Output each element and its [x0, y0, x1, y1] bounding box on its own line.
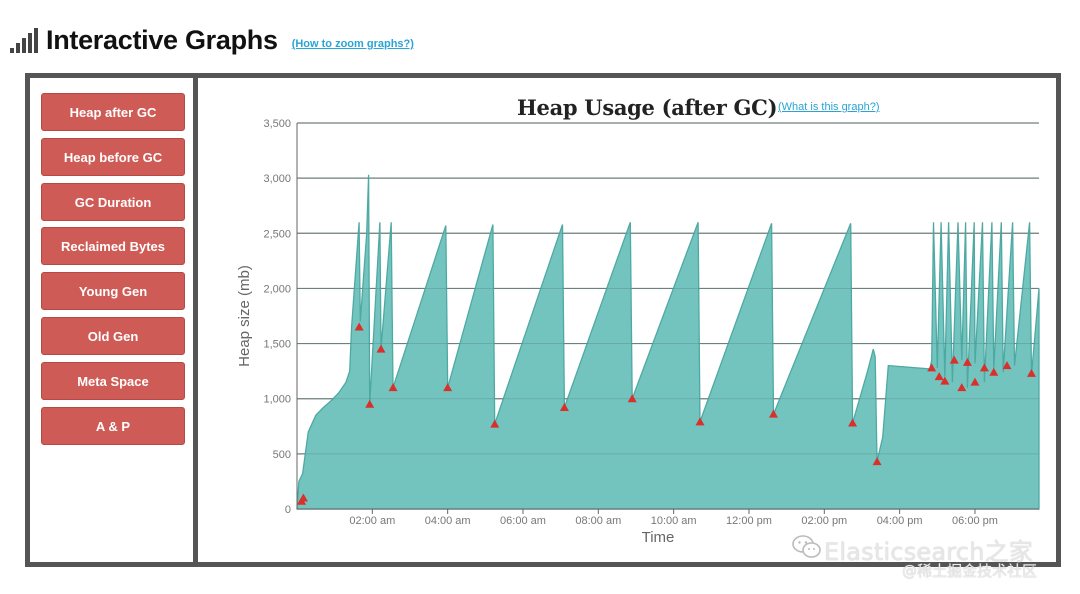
meta-space-button[interactable]: Meta Space: [41, 362, 185, 400]
how-to-zoom-link[interactable]: (How to zoom graphs?): [291, 38, 414, 50]
x-tick-label: 04:00 am: [425, 515, 471, 527]
gc-marker[interactable]: [376, 344, 386, 353]
gc-marker[interactable]: [365, 399, 375, 408]
what-is-this-graph-link[interactable]: (What is this graph?): [778, 101, 880, 113]
y-tick-label: 1,500: [263, 339, 291, 351]
chart-title: Heap Usage (after GC): [517, 95, 778, 120]
x-tick-label: 10:00 am: [651, 515, 697, 527]
gc-marker[interactable]: [695, 417, 705, 426]
gc-marker[interactable]: [559, 403, 569, 412]
gc-marker[interactable]: [962, 357, 972, 366]
gc-marker[interactable]: [979, 363, 989, 372]
y-tick-label: 3,000: [263, 173, 291, 185]
page-title: Interactive Graphs: [46, 24, 278, 55]
y-tick-label: 2,000: [263, 283, 291, 295]
gc-marker[interactable]: [949, 355, 959, 364]
wechat-icon: [792, 535, 821, 558]
y-tick-label: 0: [285, 504, 291, 516]
page-header: Interactive Graphs (How to zoom graphs?): [10, 22, 414, 58]
gc-marker[interactable]: [388, 383, 398, 392]
gc-marker[interactable]: [989, 367, 999, 376]
heap-after-gc-button[interactable]: Heap after GC: [41, 93, 185, 131]
gc-marker[interactable]: [934, 372, 944, 381]
gc-marker[interactable]: [354, 322, 364, 331]
y-tick-label: 3,500: [263, 118, 291, 130]
chart-svg[interactable]: 0 500 1,000 1,500 2,000 2,500 3,000 3,500 02:00 …: [207, 89, 1043, 557]
x-tick-label: 02:00 am: [349, 515, 395, 527]
gc-marker[interactable]: [872, 457, 882, 466]
gc-marker[interactable]: [490, 419, 500, 428]
x-tick-label: 06:00 pm: [952, 515, 998, 527]
a-and-p-button[interactable]: A & P: [41, 407, 185, 445]
gc-duration-button[interactable]: GC Duration: [41, 183, 185, 221]
young-gen-button[interactable]: Young Gen: [41, 272, 185, 310]
gc-marker[interactable]: [298, 493, 308, 502]
watermark-subtitle: @稀土掘金技术社区: [902, 562, 1038, 580]
heap-before-gc-button[interactable]: Heap before GC: [41, 138, 185, 176]
gc-marker[interactable]: [927, 363, 937, 372]
x-tick-label: 02:00 pm: [801, 515, 847, 527]
gc-marker[interactable]: [848, 418, 858, 427]
x-axis-label: Time: [642, 529, 675, 546]
heap-usage-chart[interactable]: Heap Usage (after GC) (What is this grap…: [207, 89, 1043, 557]
reclaimed-bytes-button[interactable]: Reclaimed Bytes: [41, 227, 185, 265]
signal-bars-icon: [10, 27, 40, 53]
old-gen-button[interactable]: Old Gen: [41, 317, 185, 355]
heap-area-series[interactable]: [296, 174, 1040, 510]
gc-marker[interactable]: [970, 377, 980, 386]
x-tick-label: 08:00 am: [575, 515, 621, 527]
watermark-title: Elasticsearch之家: [824, 538, 1034, 566]
gc-marker[interactable]: [940, 376, 950, 385]
x-tick-label: 04:00 pm: [877, 515, 923, 527]
gc-marker[interactable]: [1002, 361, 1012, 370]
gc-marker[interactable]: [1026, 368, 1036, 377]
y-tick-label: 1,000: [263, 394, 291, 406]
gc-marker[interactable]: [627, 394, 637, 403]
graphs-frame: Heap after GC Heap before GC GC Duration…: [25, 73, 1061, 567]
watermark: Elasticsearch之家 @稀土掘金技术社区: [792, 530, 1067, 586]
x-tick-label: 12:00 pm: [726, 515, 772, 527]
x-tick-label: 06:00 am: [500, 515, 546, 527]
y-tick-label: 2,500: [263, 228, 291, 240]
graph-nav-panel: Heap after GC Heap before GC GC Duration…: [30, 78, 198, 562]
y-tick-label: 500: [273, 449, 291, 461]
gc-marker[interactable]: [957, 383, 967, 392]
y-axis-label: Heap size (mb): [236, 265, 253, 367]
gc-marker[interactable]: [768, 409, 778, 418]
gc-marker[interactable]: [443, 383, 453, 392]
